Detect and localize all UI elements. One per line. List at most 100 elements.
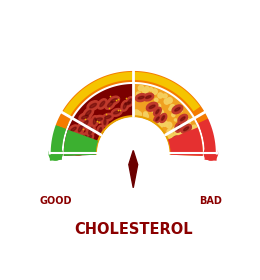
Ellipse shape xyxy=(172,139,174,141)
Ellipse shape xyxy=(188,143,191,146)
Ellipse shape xyxy=(181,124,191,133)
Polygon shape xyxy=(55,70,209,129)
Ellipse shape xyxy=(179,117,184,122)
Ellipse shape xyxy=(168,98,171,102)
Ellipse shape xyxy=(76,144,86,154)
Ellipse shape xyxy=(126,97,133,106)
Ellipse shape xyxy=(192,143,196,146)
Ellipse shape xyxy=(156,117,159,121)
Ellipse shape xyxy=(167,98,172,103)
Ellipse shape xyxy=(169,108,172,110)
Ellipse shape xyxy=(86,133,94,142)
Ellipse shape xyxy=(135,94,147,102)
Ellipse shape xyxy=(170,104,175,110)
Ellipse shape xyxy=(98,99,107,109)
Ellipse shape xyxy=(134,110,139,115)
Ellipse shape xyxy=(128,99,132,104)
Ellipse shape xyxy=(178,114,187,123)
Ellipse shape xyxy=(82,115,88,119)
Ellipse shape xyxy=(159,123,163,127)
Ellipse shape xyxy=(79,113,91,122)
Ellipse shape xyxy=(172,127,178,132)
Polygon shape xyxy=(64,130,98,156)
Ellipse shape xyxy=(178,147,183,151)
Polygon shape xyxy=(195,112,217,161)
Ellipse shape xyxy=(144,113,148,119)
Ellipse shape xyxy=(157,104,161,108)
Ellipse shape xyxy=(79,126,82,132)
Ellipse shape xyxy=(73,148,84,155)
Ellipse shape xyxy=(163,117,166,120)
Ellipse shape xyxy=(125,102,131,105)
Ellipse shape xyxy=(168,100,172,103)
Ellipse shape xyxy=(149,88,153,91)
Ellipse shape xyxy=(138,112,141,116)
Ellipse shape xyxy=(71,127,76,132)
Polygon shape xyxy=(64,84,133,156)
Ellipse shape xyxy=(172,136,179,144)
Ellipse shape xyxy=(161,115,164,117)
Ellipse shape xyxy=(146,102,158,111)
Ellipse shape xyxy=(156,109,159,114)
Ellipse shape xyxy=(167,133,173,139)
Ellipse shape xyxy=(108,96,120,105)
Ellipse shape xyxy=(174,138,177,142)
Ellipse shape xyxy=(100,101,105,107)
Ellipse shape xyxy=(121,101,129,111)
Ellipse shape xyxy=(156,112,159,116)
Text: BAD: BAD xyxy=(199,196,222,206)
Ellipse shape xyxy=(162,121,168,126)
Ellipse shape xyxy=(159,110,164,115)
Ellipse shape xyxy=(67,133,79,142)
Polygon shape xyxy=(63,72,200,117)
Text: GOOD: GOOD xyxy=(40,196,72,206)
Ellipse shape xyxy=(183,134,188,140)
Ellipse shape xyxy=(142,92,148,98)
Ellipse shape xyxy=(158,93,163,98)
Ellipse shape xyxy=(77,133,89,142)
Ellipse shape xyxy=(178,148,183,152)
Ellipse shape xyxy=(102,113,113,121)
Ellipse shape xyxy=(135,95,139,99)
Ellipse shape xyxy=(183,139,190,149)
Polygon shape xyxy=(200,122,217,157)
Ellipse shape xyxy=(178,143,183,147)
Ellipse shape xyxy=(80,118,91,129)
Ellipse shape xyxy=(173,132,179,138)
Polygon shape xyxy=(129,150,138,188)
Ellipse shape xyxy=(123,100,133,107)
Ellipse shape xyxy=(172,105,183,114)
Ellipse shape xyxy=(187,121,190,124)
Ellipse shape xyxy=(176,130,181,135)
Ellipse shape xyxy=(184,127,189,131)
Ellipse shape xyxy=(90,103,96,108)
Ellipse shape xyxy=(153,89,157,94)
Ellipse shape xyxy=(192,125,196,129)
Ellipse shape xyxy=(146,96,151,99)
Ellipse shape xyxy=(144,91,148,94)
Ellipse shape xyxy=(93,118,96,124)
Ellipse shape xyxy=(114,111,120,114)
Ellipse shape xyxy=(102,117,108,127)
Ellipse shape xyxy=(107,101,113,107)
Ellipse shape xyxy=(155,111,161,117)
Ellipse shape xyxy=(182,131,185,134)
Polygon shape xyxy=(168,127,203,156)
Ellipse shape xyxy=(93,115,105,123)
Ellipse shape xyxy=(154,118,158,122)
Circle shape xyxy=(49,147,62,160)
Ellipse shape xyxy=(111,99,117,102)
Ellipse shape xyxy=(136,92,141,96)
Ellipse shape xyxy=(184,118,187,121)
Polygon shape xyxy=(50,118,68,161)
Ellipse shape xyxy=(154,107,161,116)
Ellipse shape xyxy=(188,149,191,152)
Ellipse shape xyxy=(180,117,185,121)
Ellipse shape xyxy=(175,108,180,111)
Ellipse shape xyxy=(154,115,161,123)
Ellipse shape xyxy=(142,89,147,93)
Ellipse shape xyxy=(87,101,99,111)
Ellipse shape xyxy=(175,122,182,132)
Circle shape xyxy=(204,147,217,160)
Ellipse shape xyxy=(88,141,92,147)
